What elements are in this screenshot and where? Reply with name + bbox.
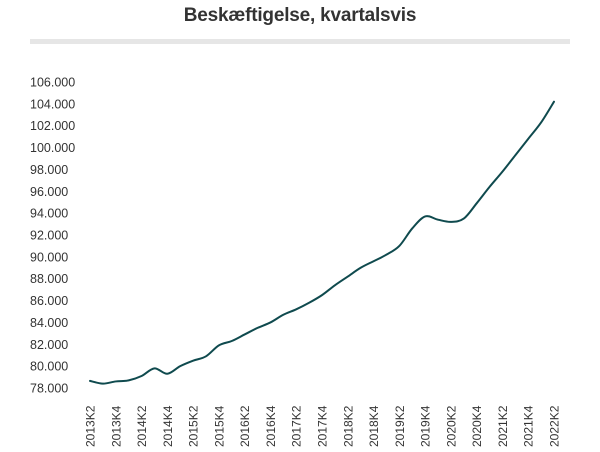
x-tick-label: 2021K2 [496,405,510,447]
x-tick-label: 2016K4 [264,405,278,447]
y-tick-label: 98.000 [30,163,68,177]
y-tick-label: 84.000 [30,316,68,330]
x-tick-label: 2014K2 [135,405,149,447]
x-tick-label: 2019K2 [393,405,407,447]
y-tick-label: 92.000 [30,229,68,243]
x-tick-label: 2017K4 [316,405,330,447]
title-divider [30,39,570,44]
x-tick-label: 2016K2 [238,405,252,447]
y-tick-label: 78.000 [30,382,68,396]
y-tick-label: 82.000 [30,338,68,352]
y-tick-label: 94.000 [30,207,68,221]
x-tick-label: 2013K4 [109,405,123,447]
x-tick-label: 2015K2 [187,405,201,447]
x-tick-label: 2020K2 [444,405,458,447]
x-tick-label: 2018K4 [367,405,381,447]
x-tick-label: 2014K4 [161,405,175,447]
x-tick-label: 2015K4 [212,405,226,447]
y-tick-label: 86.000 [30,294,68,308]
chart-title: Beskæftigelse, kvartalsvis [183,5,417,26]
x-tick-label: 2019K4 [419,405,433,447]
x-tick-label: 2021K4 [522,405,536,447]
x-tick-label: 2022K2 [548,405,562,447]
x-tick-label: 2020K4 [470,405,484,447]
plot-area [89,100,555,385]
series-line [89,100,555,385]
y-tick-label: 90.000 [30,250,68,264]
y-tick-label: 88.000 [30,272,68,286]
y-axis: 78.000 80.000 82.000 84.000 86.000 88.000 90.0… [30,76,75,396]
y-tick-label: 96.000 [30,185,68,199]
y-tick-label: 106.000 [30,76,75,90]
x-tick-label: 2017K2 [290,405,304,447]
y-tick-label: 80.000 [30,360,68,374]
y-tick-label: 100.000 [30,141,75,155]
x-tick-label: 2018K2 [341,405,355,447]
x-tick-label: 2013K2 [84,405,98,447]
y-tick-label: 104.000 [30,97,75,111]
y-tick-label: 102.000 [30,119,75,133]
x-axis: 2013K2 2013K4 2014K2 2014K4 2015K2 2015K4 2016… [84,405,562,447]
